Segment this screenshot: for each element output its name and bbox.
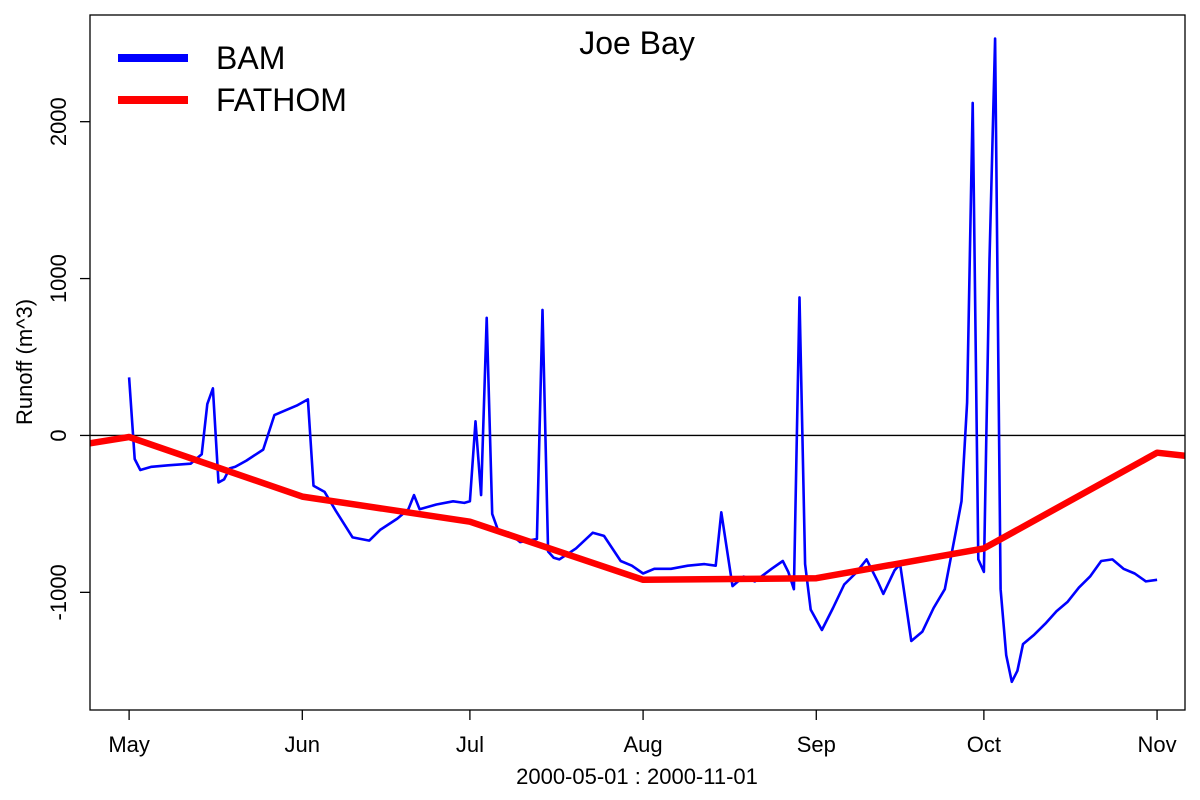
plot-background [90,15,1185,710]
legend-label-fathom: FATHOM [216,82,347,118]
y-axis-label: Runoff (m^3) [12,299,37,425]
y-axis: -1000 0 1000 2000 [46,97,90,620]
x-axis-label: 2000-05-01 : 2000-11-01 [516,764,758,789]
series-line-fathom [90,433,1185,584]
y-tick-label: -1000 [46,564,71,620]
y-tick-label: 1000 [46,254,71,303]
legend-label-bam: BAM [216,40,285,76]
series-layer [90,37,1185,684]
chart-title: Joe Bay [579,25,695,61]
x-tick-label-oct: Oct [967,732,1001,757]
x-tick-label-jun: Jun [285,732,320,757]
x-tick-label-sep: Sep [797,732,836,757]
x-tick-label-aug: Aug [624,732,663,757]
y-tick-label: 2000 [46,97,71,146]
plot-frame [89,14,1186,711]
x-axis: May Jun Jul Aug Sep Oct Nov [108,710,1177,757]
x-tick-label-may: May [108,732,150,757]
series-line-bam [127,37,1158,684]
x-tick-label-jul: Jul [456,732,484,757]
x-tick-label-nov: Nov [1138,732,1177,757]
legend: BAM FATHOM [118,40,347,118]
y-tick-label: 0 [46,429,71,441]
